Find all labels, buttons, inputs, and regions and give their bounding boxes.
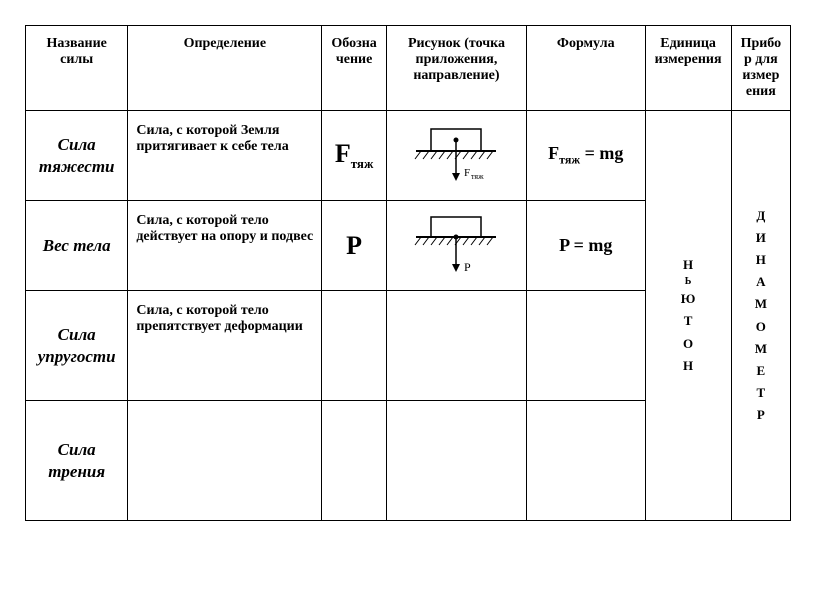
- device-letter: А: [740, 271, 782, 293]
- force-name-gravity: Сила тяжести: [26, 111, 128, 201]
- forces-table: Название силы Определение Обозначение Ри…: [25, 25, 791, 521]
- symbol-main: P: [346, 231, 362, 260]
- table-row: Сила тяжести Сила, с которой Земля притя…: [26, 111, 791, 201]
- header-formula: Формула: [526, 26, 645, 111]
- header-unit: Единица измерения: [645, 26, 731, 111]
- unit-letter: О: [654, 333, 723, 355]
- svg-text:P: P: [464, 260, 471, 274]
- header-name: Название силы: [26, 26, 128, 111]
- header-row: Название силы Определение Обозначение Ри…: [26, 26, 791, 111]
- figure-friction: [386, 401, 526, 521]
- weight-diagram: P: [401, 211, 511, 281]
- force-name-weight: Вес тела: [26, 201, 128, 291]
- header-symbol: Обозначение: [322, 26, 387, 111]
- unit-letter: Т: [654, 310, 723, 332]
- header-definition: Определение: [128, 26, 322, 111]
- device-letter: И: [740, 227, 782, 249]
- definition-friction: [128, 401, 322, 521]
- device-letter: М: [740, 338, 782, 360]
- device-letter: Р: [740, 404, 782, 426]
- unit-letter: Н: [654, 254, 723, 276]
- unit-letter: Н: [654, 355, 723, 377]
- device-letter: Н: [740, 249, 782, 271]
- formula-weight: P = mg: [526, 201, 645, 291]
- svg-text:тяж: тяж: [471, 172, 484, 181]
- unit-letter: Ю: [654, 288, 723, 310]
- definition-elastic: Сила, с которой тело препятствует деформ…: [128, 291, 322, 401]
- unit-letter: Ь: [654, 276, 723, 288]
- unit-newton: Н Ь Ю Т О Н: [645, 111, 731, 521]
- symbol-main: F: [335, 139, 351, 168]
- symbol-gravity: Fтяж: [322, 111, 387, 201]
- formula-rhs: = mg: [580, 143, 623, 163]
- device-letter: Е: [740, 360, 782, 382]
- figure-elastic: [386, 291, 526, 401]
- force-name-friction: Сила трения: [26, 401, 128, 521]
- figure-gravity: F тяж: [386, 111, 526, 201]
- formula-lhs-main: F: [548, 143, 559, 163]
- device-dynamometer: Д И Н А М О М Е Т Р: [731, 111, 790, 521]
- header-figure: Рисунок (точка приложения, направление): [386, 26, 526, 111]
- header-device: Прибор для измерения: [731, 26, 790, 111]
- device-letter: Т: [740, 382, 782, 404]
- formula-lhs-sub: тяж: [559, 153, 580, 167]
- formula-friction: [526, 401, 645, 521]
- device-letter: Д: [740, 205, 782, 227]
- figure-weight: P: [386, 201, 526, 291]
- device-letter: О: [740, 316, 782, 338]
- symbol-weight: P: [322, 201, 387, 291]
- symbol-sub: тяж: [351, 156, 374, 171]
- definition-gravity: Сила, с которой Земля притягивает к себе…: [128, 111, 322, 201]
- svg-text:F: F: [464, 167, 470, 179]
- symbol-friction: [322, 401, 387, 521]
- definition-weight: Сила, с которой тело действует на опору …: [128, 201, 322, 291]
- device-letter: М: [740, 293, 782, 315]
- gravity-diagram: F тяж: [401, 121, 511, 191]
- formula-gravity: Fтяж = mg: [526, 111, 645, 201]
- force-name-elastic: Сила упругости: [26, 291, 128, 401]
- symbol-elastic: [322, 291, 387, 401]
- formula-elastic: [526, 291, 645, 401]
